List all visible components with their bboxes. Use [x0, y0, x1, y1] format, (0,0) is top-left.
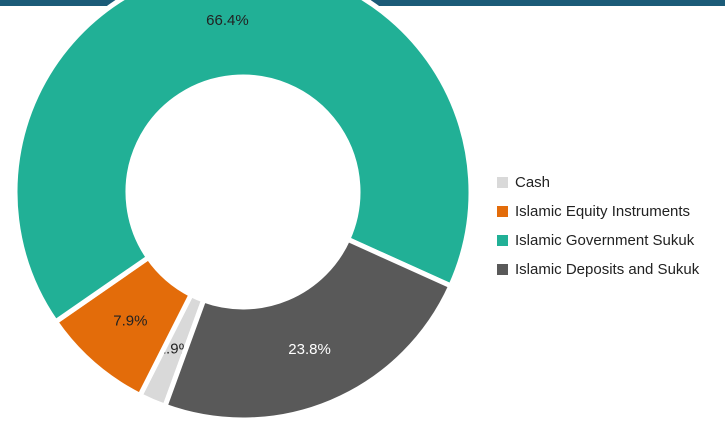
legend-label: Islamic Deposits and Sukuk — [515, 261, 700, 278]
data-label: 7.9% — [113, 312, 147, 329]
legend-swatch — [497, 235, 508, 246]
legend-swatch — [497, 264, 508, 275]
legend-swatch — [497, 177, 508, 188]
data-label: 66.4% — [206, 12, 249, 29]
legend-label: Islamic Government Sukuk — [515, 232, 695, 249]
legend-label: Islamic Equity Instruments — [515, 203, 690, 220]
legend-label: Cash — [515, 174, 550, 191]
donut-slice — [161, 236, 455, 423]
legend-swatch — [497, 206, 508, 217]
data-label: 23.8% — [288, 341, 331, 358]
